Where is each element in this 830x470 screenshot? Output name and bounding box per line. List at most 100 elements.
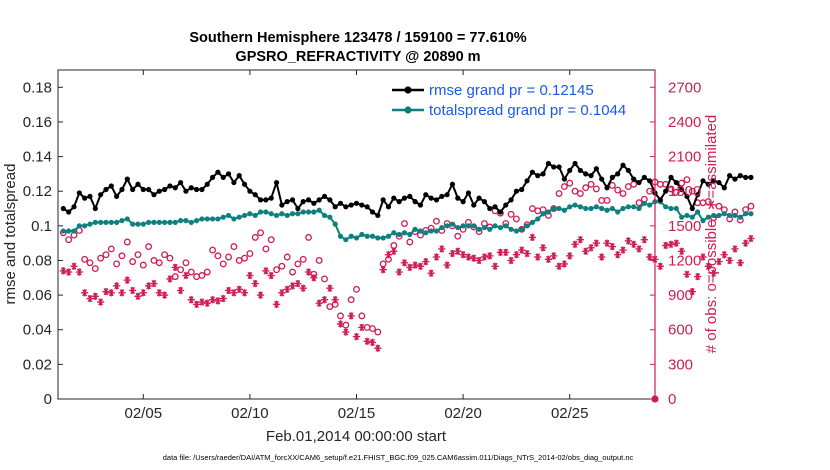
totalspread-point bbox=[604, 207, 610, 213]
obs-assimilated-point bbox=[512, 251, 521, 259]
rmse-point bbox=[337, 200, 344, 206]
obs-assimilated-point bbox=[555, 262, 563, 270]
rmse-point bbox=[545, 160, 551, 167]
obs-assimilated-point bbox=[544, 255, 552, 263]
rmse-point bbox=[727, 173, 733, 179]
obs-possible-point bbox=[582, 184, 590, 192]
totalspread-point bbox=[172, 219, 178, 225]
obs-assimilated-point bbox=[715, 258, 723, 266]
rmse-point bbox=[657, 197, 663, 203]
totalspread-point bbox=[268, 211, 274, 217]
totalspread-point bbox=[615, 209, 621, 215]
obs-possible-point bbox=[401, 220, 408, 227]
rmse-point bbox=[252, 192, 258, 198]
totalspread-point bbox=[241, 212, 248, 219]
totalspread-point bbox=[524, 223, 530, 229]
obs-possible-point bbox=[289, 268, 296, 276]
rmse-point bbox=[497, 209, 504, 215]
x-tick-label: 02/10 bbox=[231, 405, 269, 422]
y-left-tick-label: 0.14 bbox=[23, 149, 52, 166]
obs-assimilated-point bbox=[240, 289, 249, 297]
totalspread-point bbox=[209, 216, 216, 222]
totalspread-point bbox=[428, 228, 434, 234]
obs-assimilated-point bbox=[667, 240, 675, 248]
totalspread-point bbox=[732, 212, 738, 219]
obs-assimilated-point bbox=[678, 247, 686, 255]
obs-assimilated-point bbox=[400, 259, 409, 267]
totalspread-point bbox=[156, 219, 162, 225]
totalspread-point bbox=[519, 226, 525, 232]
obs-assimilated-point bbox=[720, 251, 728, 259]
obs-assimilated-point bbox=[619, 246, 627, 254]
rmse-point bbox=[615, 171, 621, 177]
rmse-point bbox=[465, 190, 472, 196]
obs-assimilated-point bbox=[571, 240, 579, 248]
obs-assimilated-point bbox=[683, 270, 691, 278]
obs-possible-point bbox=[155, 259, 163, 267]
totalspread-point bbox=[252, 212, 258, 219]
totalspread-point bbox=[711, 212, 717, 219]
obs-assimilated-point bbox=[491, 262, 499, 270]
rmse-point bbox=[503, 202, 509, 208]
totalspread-point bbox=[572, 202, 578, 208]
obs-possible-point bbox=[576, 190, 584, 197]
totalspread-point bbox=[327, 214, 333, 220]
x-tick-label: 02/05 bbox=[125, 405, 163, 422]
rmse-point bbox=[743, 174, 749, 180]
totalspread-point bbox=[716, 212, 722, 219]
totalspread-point bbox=[412, 226, 418, 232]
obs-possible-point bbox=[315, 257, 323, 264]
obs-assimilated-point bbox=[704, 262, 712, 270]
obs-assimilated-point bbox=[336, 320, 345, 328]
obs-possible-point bbox=[321, 275, 328, 283]
obs-possible-point bbox=[507, 210, 515, 218]
rmse-point bbox=[140, 186, 146, 193]
obs-possible-point bbox=[107, 245, 115, 253]
obs-assimilated-point bbox=[230, 289, 238, 297]
y-right-tick-label: 300 bbox=[668, 356, 693, 373]
totalspread-point bbox=[455, 224, 461, 231]
rmse-point bbox=[519, 186, 525, 193]
totalspread-point bbox=[444, 223, 450, 229]
totalspread-point bbox=[124, 216, 130, 222]
obs-possible-point bbox=[406, 238, 414, 246]
rmse-point bbox=[593, 166, 599, 172]
rmse-point bbox=[460, 199, 466, 205]
totalspread-point bbox=[375, 235, 381, 241]
obs-assimilated-point bbox=[598, 253, 606, 261]
obs-assimilated-point bbox=[528, 233, 537, 241]
obs-possible-point bbox=[171, 273, 179, 281]
totalspread-point bbox=[487, 226, 493, 232]
totalspread-point bbox=[353, 235, 360, 241]
obs-assimilated-point bbox=[294, 279, 302, 288]
obs-assimilated-point bbox=[507, 256, 515, 265]
obs-assimilated-point bbox=[123, 276, 131, 284]
totalspread-point bbox=[700, 218, 706, 224]
rmse-point bbox=[625, 167, 631, 174]
totalspread-point bbox=[337, 233, 344, 239]
totalspread-point bbox=[508, 226, 514, 232]
y-right-origin-marker bbox=[651, 395, 659, 403]
totalspread-point bbox=[316, 207, 322, 213]
y-left-tick-label: 0.06 bbox=[23, 287, 52, 304]
rmse-point bbox=[455, 195, 461, 201]
totalspread-point bbox=[305, 209, 312, 215]
totalspread-point bbox=[737, 214, 743, 220]
rmse-point bbox=[401, 195, 408, 201]
obs-possible-point bbox=[91, 265, 99, 273]
obs-assimilated-point bbox=[662, 241, 670, 250]
rmse-point bbox=[257, 197, 264, 203]
obs-assimilated-point bbox=[384, 251, 393, 259]
obs-assimilated-point bbox=[608, 243, 616, 251]
y-axis-left: 0 0.02 0.04 0.06 0.08 0.1 0.12 0.14 0.16 0.18 bbox=[23, 79, 63, 408]
obs-assimilated-point bbox=[587, 244, 595, 252]
totalspread-point bbox=[471, 223, 477, 229]
obs-assimilated-point bbox=[726, 256, 734, 265]
totalspread-point bbox=[636, 205, 642, 212]
obs-possible-point bbox=[97, 254, 105, 262]
rmse-point bbox=[108, 183, 114, 189]
rmse-series bbox=[60, 160, 754, 219]
totalspread-point bbox=[481, 224, 488, 231]
obs-assimilated-point bbox=[486, 252, 494, 260]
totalspread-point bbox=[407, 231, 413, 238]
